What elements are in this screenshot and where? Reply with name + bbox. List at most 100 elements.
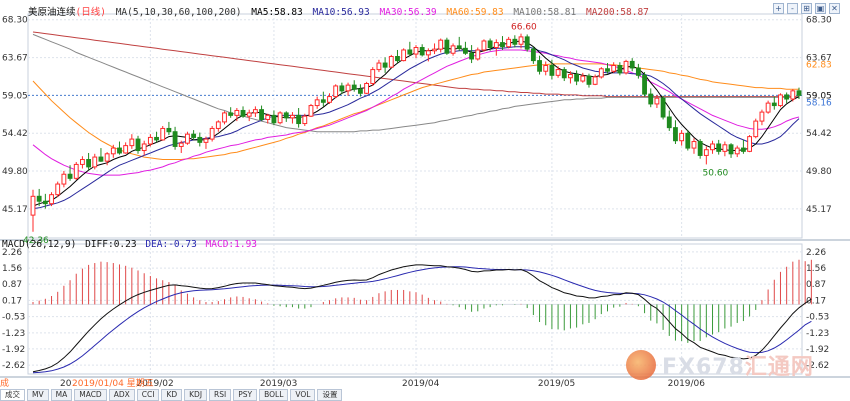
candle-down [296,114,302,125]
candle-down [685,132,691,149]
candle-up [425,50,431,56]
candle-down [228,112,234,116]
tab-mv[interactable]: MV [27,389,49,401]
ma-right-label: 62.83 [806,60,832,70]
candle-down [605,68,610,72]
candle-down [172,131,178,147]
ma5-value: MA5:58.83 [251,7,303,18]
candle-down [117,147,122,154]
candle-up [30,195,36,216]
candle-up [518,36,524,45]
candle-up [765,102,771,113]
zoom-out-button[interactable]: - [787,3,798,14]
candle-up [438,39,444,50]
tab-adx[interactable]: ADX [108,389,135,401]
candle-up [759,111,765,122]
candle-up [234,109,240,116]
candle-down [537,60,542,72]
ma30-line [32,49,800,176]
candle-down [166,127,172,133]
candle-down [574,73,580,82]
candle-down [357,88,363,94]
tab-rsi[interactable]: RSI [209,389,232,401]
candle-down [673,127,678,142]
price-legend: 美原油连续(日线) MA(5,10,30,60,100,200) MA5:58.… [28,4,653,18]
volume-edge-label: 成 [0,377,9,389]
candle-up [141,143,147,152]
candle-down [419,47,425,56]
tab-volume[interactable]: 成交 [0,389,25,401]
candle-down [469,52,475,60]
month-label: 2019/05 [538,379,575,389]
macd-dea-value: DEA:-0.73 [145,239,197,250]
candle-up [450,45,456,54]
candle-down [586,75,592,85]
candle-up [160,127,166,141]
candle-down [660,97,666,118]
price-tick-right: 45.17 [806,205,832,215]
tab-vol[interactable]: VOL [290,389,316,401]
candle-down [629,60,635,69]
candle-down [240,109,246,117]
ma30-value: MA30:56.39 [379,7,437,18]
candle-up [543,65,549,72]
candle-up [290,114,295,119]
candle-down [351,84,357,90]
grid-toggle-button[interactable]: ⊞ [801,3,812,14]
watermark-text: FX678汇通网 [662,349,814,381]
extreme-price-label: 42.36 [23,236,49,246]
candle-up [475,49,481,60]
macd-tick-right: -0.53 [806,313,829,323]
candle-down [512,38,518,45]
candle-down [86,159,92,168]
ma100-value: MA100:58.81 [513,7,577,18]
ma10-value: MA10:56.93 [312,7,370,18]
macd-tick-left: 2.26 [2,248,22,258]
candle-up [308,105,314,117]
macd-diff-value: DIFF:0.23 [85,239,137,250]
tab-macd[interactable]: MACD [74,389,107,401]
candle-down [635,67,641,76]
ma10-line [32,46,800,210]
ma60-value: MA60:59.83 [446,7,504,18]
candle-down [487,40,493,49]
candle-up [333,85,339,98]
month-label: 2019/04 [402,379,440,389]
tab-boll[interactable]: BOLL [259,389,289,401]
candle-up [710,143,715,151]
candle-down [617,65,623,74]
candle-up [215,121,221,129]
indicator-tab-bar: 成交 MV MA MACD ADX CCI KD KDJ RSI PSY BOL… [0,389,850,401]
candle-up [691,141,697,149]
tab-psy[interactable]: PSY [233,389,258,401]
watermark-logo-icon [626,350,656,380]
candle-up [432,48,437,52]
price-tick-left: 68.30 [2,16,28,26]
candle-up [598,68,604,78]
period-label: (日线) [75,7,106,18]
candle-down [771,102,777,107]
candle-up [388,56,394,68]
close-button[interactable]: ✕ [829,3,840,14]
macd-tick-left: 1.56 [2,264,22,274]
tab-cci[interactable]: CCI [136,389,160,401]
tab-kd[interactable]: KD [161,389,183,401]
tab-ma[interactable]: MA [50,389,73,401]
start-year-label: 20 [60,379,72,389]
candle-up [92,156,98,168]
candle-down [98,156,104,162]
candle-up [679,132,685,142]
tab-settings[interactable]: 设置 [317,389,343,401]
candle-up [80,159,85,165]
candle-down [549,65,555,76]
candle-down [135,138,141,152]
candle-up [778,94,783,107]
zoom-in-button[interactable]: + [773,3,784,14]
tab-kdj[interactable]: KDJ [184,389,208,401]
maximize-button[interactable]: ▣ [815,3,826,14]
candle-down [524,36,530,50]
candle-up [55,183,61,196]
ma-params: MA(5,10,30,60,100,200) [115,7,242,18]
